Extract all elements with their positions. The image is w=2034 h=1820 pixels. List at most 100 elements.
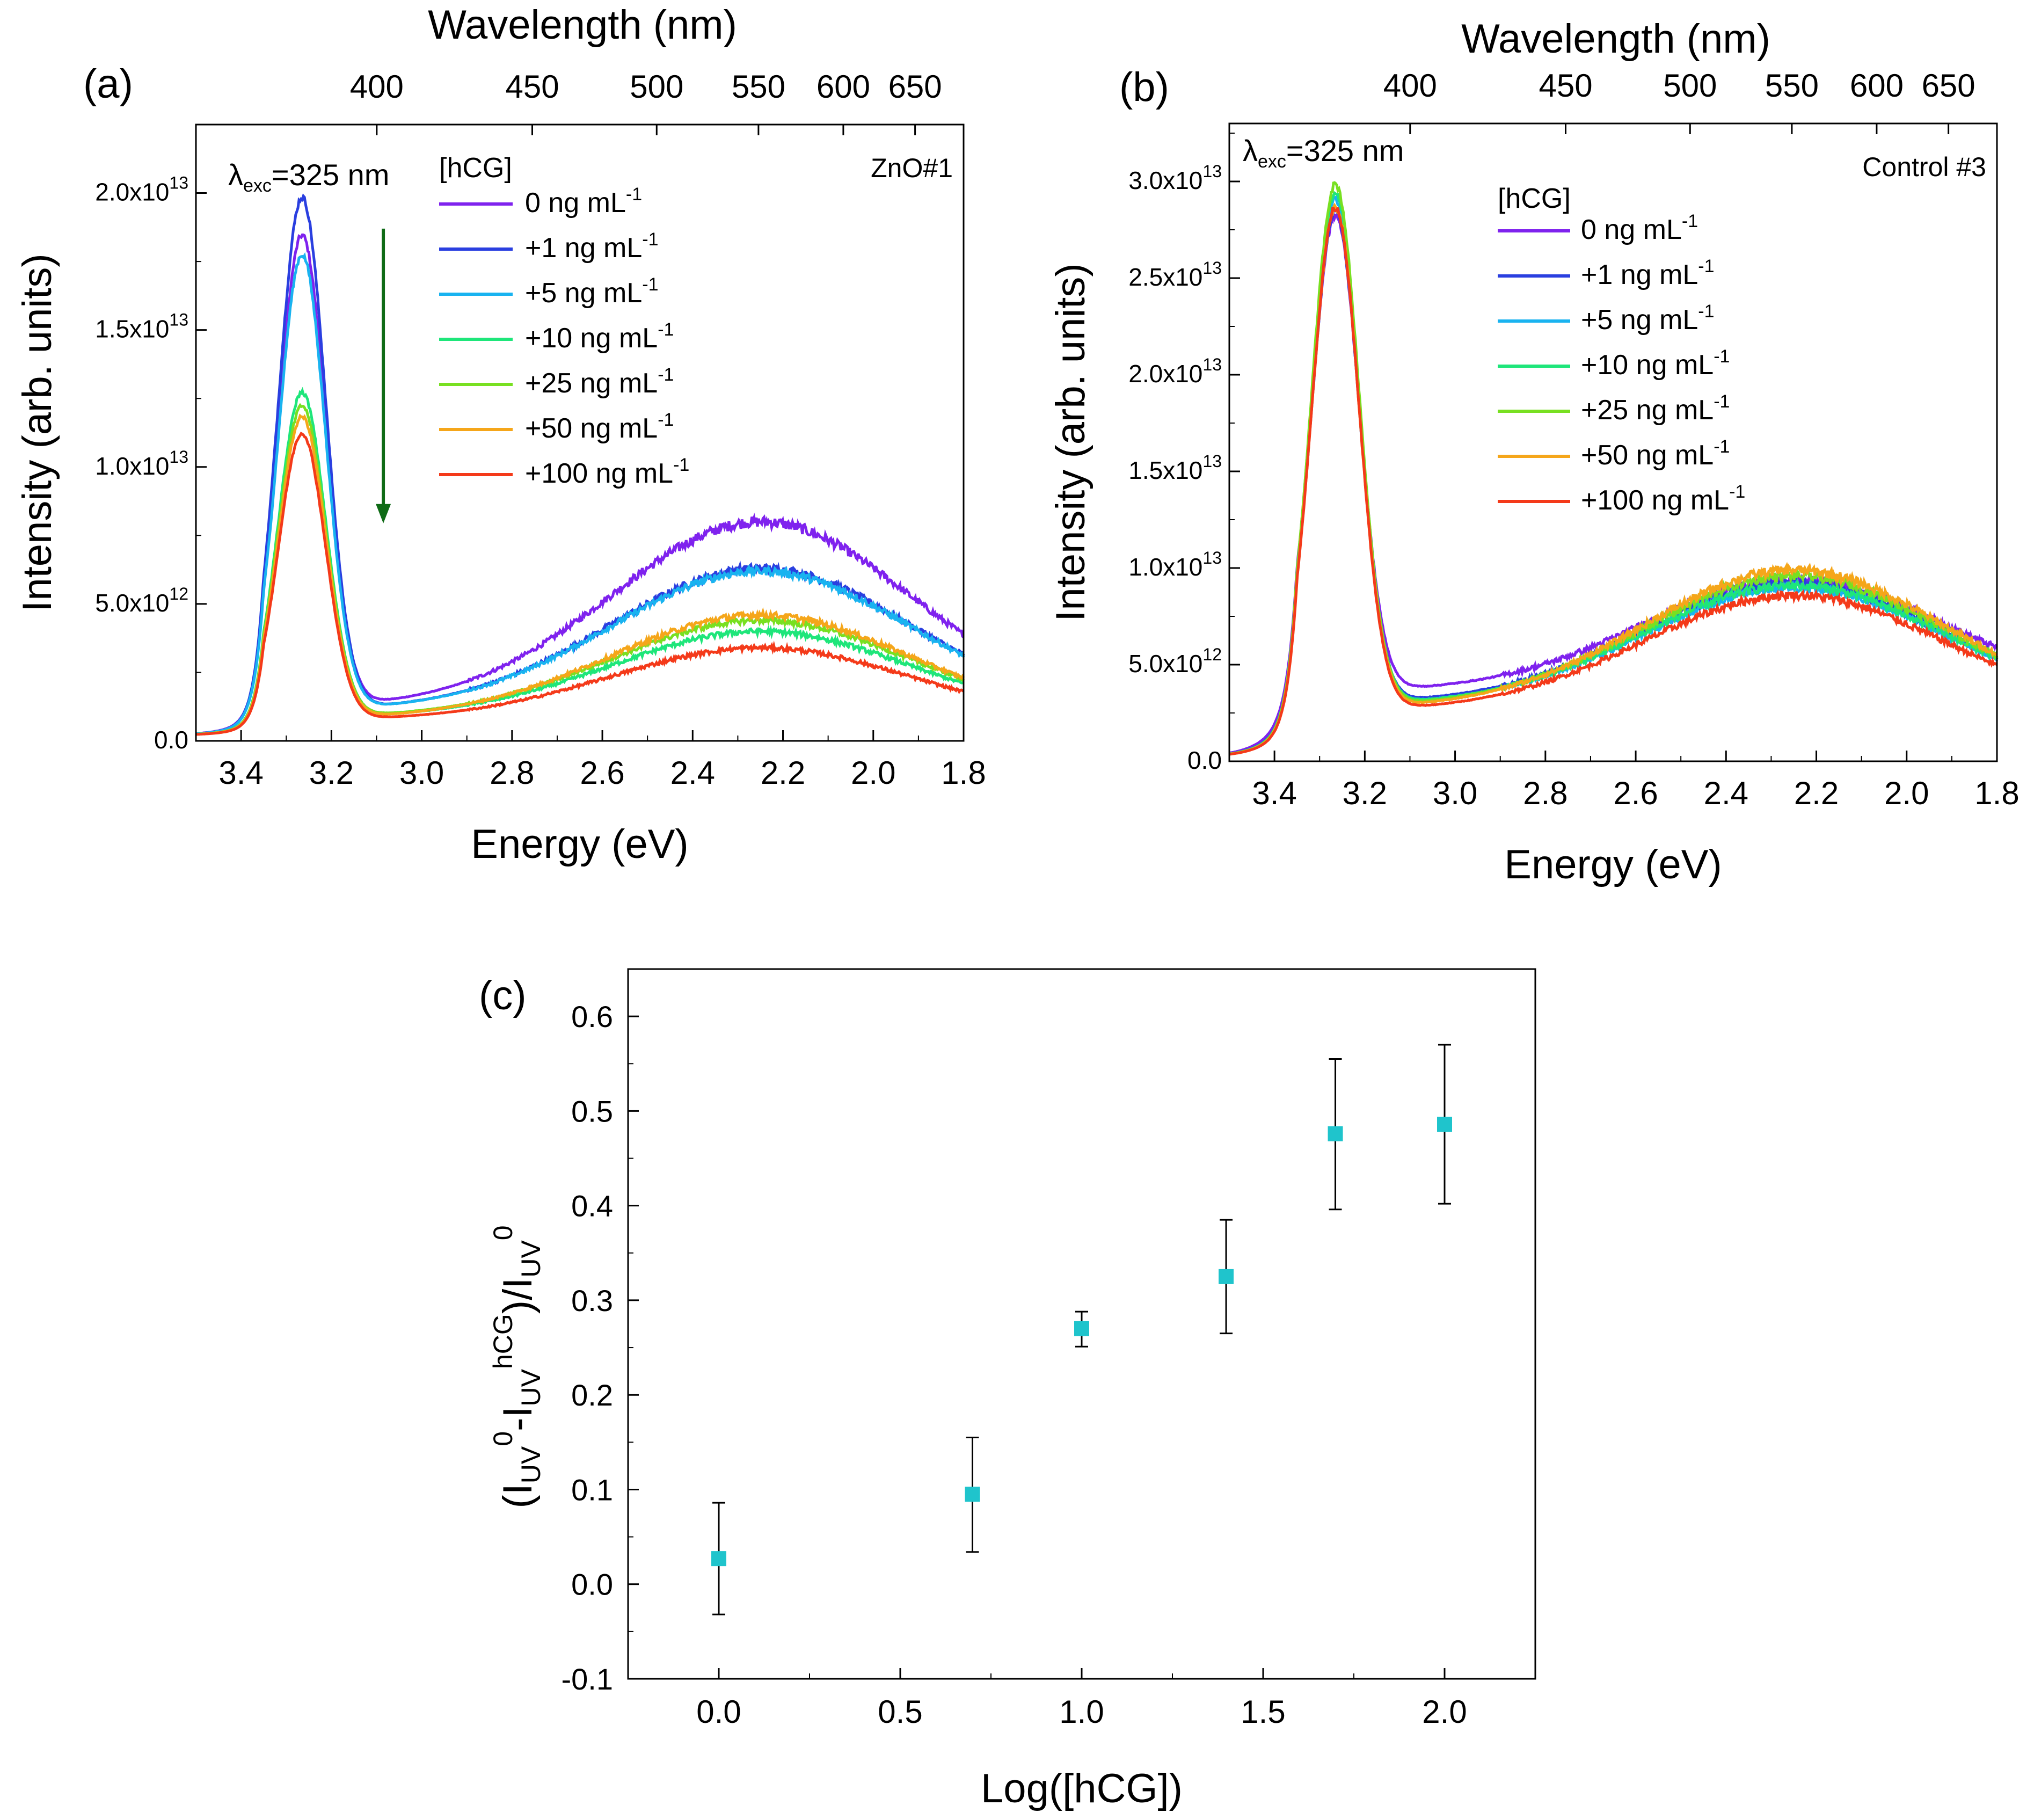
data-point-2	[1074, 1321, 1089, 1336]
legend-entry-superscript: -1	[1714, 436, 1730, 457]
top-tick-label-b: 650	[1922, 68, 1975, 104]
legend-entry-text: +1 ng mL	[525, 232, 642, 264]
ylabel-part: )/I	[495, 1278, 541, 1314]
legend-entry-text: +1 ng mL	[1581, 259, 1698, 290]
legend-entry-superscript: -1	[658, 410, 674, 430]
y-tick-exponent: 13	[169, 173, 188, 193]
legend-entry-a-1: +1 ng mL-1	[525, 229, 659, 264]
x-tick-label-c: 0.5	[878, 1694, 922, 1730]
top-tick-label-b: 450	[1539, 68, 1592, 104]
legend-entry-a-4: +25 ng mL-1	[525, 365, 674, 399]
legend-entry-superscript: -1	[1682, 211, 1698, 231]
ylabel-sub: UV	[516, 1240, 546, 1278]
y-tick-mantissa: 1.0x10	[1128, 553, 1202, 581]
plot-frame-b	[1228, 122, 1998, 762]
x-tick-label-a: 3.4	[218, 755, 263, 791]
x-tick-label-a: 2.8	[490, 755, 534, 791]
y-axis-title-a: Intensity (arb. units)	[14, 253, 60, 611]
x-tick-label-c: 0.0	[696, 1694, 741, 1730]
top-tick-label-b: 600	[1850, 68, 1904, 104]
x-axis-title-a: Energy (eV)	[471, 821, 689, 867]
legend-entry-superscript: -1	[1698, 256, 1714, 276]
y-tick-mantissa: 5.0x10	[95, 589, 169, 617]
x-tick-label-c: 2.0	[1422, 1694, 1467, 1730]
y-axis-title-c: (IUV0-IUVhCG)/IUV0	[488, 1225, 546, 1508]
top-tick-label-b: 500	[1663, 68, 1717, 104]
x-axis-title-b: Energy (eV)	[1504, 842, 1722, 887]
series-line-a-6	[195, 431, 965, 736]
y-tick-label-c: 0.0	[571, 1568, 613, 1601]
excitation-value: =325 nm	[1286, 134, 1404, 168]
x-tick-label-b: 2.0	[1884, 775, 1929, 811]
legend-entry-text: +5 ng mL	[1581, 304, 1698, 336]
legend-entry-superscript: -1	[658, 319, 674, 340]
top-tick-label-b: 400	[1383, 68, 1437, 104]
y-tick-exponent: 13	[1202, 452, 1222, 471]
y-tick-label-b: 1.0x1013	[1128, 548, 1222, 581]
series-line-b-6	[1229, 206, 1998, 756]
x-tick-label-c: 1.0	[1059, 1694, 1104, 1730]
ylabel-sup: 0	[488, 1431, 518, 1446]
y-tick-label-a: 2.0x1013	[95, 173, 188, 206]
y-tick-label-a: 1.0x1013	[95, 447, 188, 480]
legend-entry-superscript: -1	[642, 274, 658, 295]
legend-entry-superscript: -1	[658, 365, 674, 385]
y-tick-mantissa: 2.0x10	[95, 178, 169, 206]
legend-entry-b-5: +50 ng mL-1	[1581, 436, 1730, 471]
series-line-a-5	[195, 413, 965, 736]
top-tick-label-a: 500	[630, 69, 683, 105]
excitation-lambda: λ	[1243, 134, 1258, 168]
legend-entry-b-3: +10 ng mL-1	[1581, 346, 1730, 381]
data-point-5	[1437, 1117, 1452, 1132]
y-tick-mantissa: 3.0x10	[1128, 166, 1202, 194]
x-tick-label-a: 2.6	[580, 755, 624, 791]
y-tick-exponent: 12	[1202, 645, 1222, 664]
excitation-value: =325 nm	[272, 158, 390, 192]
x-tick-label-b: 1.8	[1974, 775, 2019, 811]
y-tick-label-c: 0.4	[571, 1189, 613, 1223]
legend-entry-text: +100 ng mL	[525, 458, 673, 489]
x-tick-label-b: 3.4	[1252, 775, 1296, 811]
legend-title-b: [hCG]	[1498, 183, 1571, 214]
legend-entry-a-6: +100 ng mL-1	[525, 455, 689, 489]
ylabel-sub: UV	[516, 1446, 546, 1483]
legend-entry-superscript: -1	[1698, 301, 1714, 322]
x-tick-label-b: 2.4	[1704, 775, 1748, 811]
data-point-0	[711, 1551, 726, 1567]
y-tick-label-b: 2.5x1013	[1128, 258, 1222, 291]
y-tick-label-c: 0.5	[571, 1094, 613, 1128]
y-tick-mantissa: 0.0	[154, 726, 188, 754]
y-tick-label-b: 2.0x1013	[1128, 355, 1222, 388]
excitation-lambda: λ	[228, 158, 243, 192]
panel-label-b: (b)	[1119, 64, 1169, 110]
panel-label-c: (c)	[479, 973, 527, 1018]
legend-entry-superscript: -1	[642, 229, 658, 250]
legend-entry-a-2: +5 ng mL-1	[525, 274, 659, 309]
y-tick-label-a: 1.5x1013	[95, 310, 188, 343]
y-tick-label-b: 0.0	[1187, 746, 1222, 774]
top-tick-label-a: 400	[350, 69, 404, 105]
y-tick-label-c: 0.1	[571, 1473, 613, 1506]
y-tick-exponent: 12	[169, 584, 188, 603]
x-tick-label-a: 2.4	[670, 755, 715, 791]
y-tick-label-b: 3.0x1013	[1128, 162, 1222, 194]
ylabel-sup: 0	[488, 1225, 518, 1240]
ylabel-sup: hCG	[488, 1314, 518, 1369]
series-line-a-2	[195, 252, 965, 736]
x-tick-label-b: 3.2	[1343, 775, 1387, 811]
legend-entry-b-6: +100 ng mL-1	[1581, 482, 1745, 516]
ylabel-part: -I	[495, 1406, 541, 1431]
panel-a: 3.4 3.2 3.0 2.8 2.6 2.4 2.2 2.0 1.8 400 450 500 550 6…	[14, 2, 986, 867]
y-tick-mantissa: 5.0x10	[1128, 650, 1202, 678]
legend-entry-text: +5 ng mL	[525, 278, 642, 309]
y-tick-label-a: 0.0	[154, 726, 188, 754]
series-line-b-1	[1229, 207, 1998, 755]
legend-entry-text: +10 ng mL	[1581, 350, 1714, 381]
decrease-arrow-head	[376, 504, 391, 523]
legend-entry-text: +25 ng mL	[525, 368, 658, 399]
legend-entry-text: +50 ng mL	[525, 413, 658, 444]
y-tick-mantissa: 2.5x10	[1128, 263, 1202, 291]
x-tick-label-a: 3.2	[309, 755, 354, 791]
top-tick-label-a: 600	[816, 69, 870, 105]
